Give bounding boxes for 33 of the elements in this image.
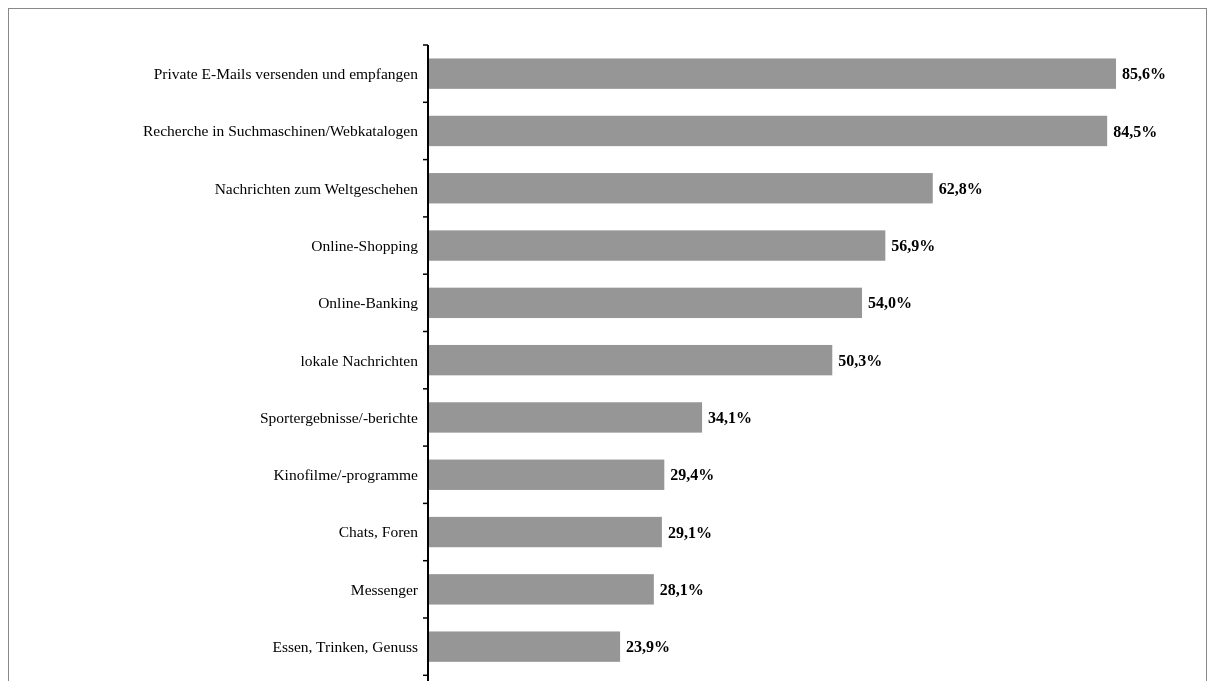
data-label: 34,1% [708,409,753,427]
bar [428,173,933,204]
y-tick-label: Kinofilme/-programme [273,466,419,484]
y-tick-label: lokale Nachrichten [300,351,419,369]
data-label: 29,4% [670,466,715,484]
bar [428,459,665,490]
bar [428,574,654,605]
bar [428,230,886,261]
y-tick-label: Online-Shopping [311,236,419,254]
y-tick-label: Essen, Trinken, Genuss [272,638,418,656]
y-tick-label: Nachrichten zum Weltgeschehen [214,179,419,197]
data-label: 62,8% [938,179,983,197]
bar [428,402,703,433]
data-label: 54,0% [868,294,913,312]
y-tick-label: Recherche in Suchmaschinen/Webkatalogen [142,122,419,140]
y-tick-label: Private E-Mails versenden und empfangen [153,65,419,83]
y-tick-label: Chats, Foren [338,523,419,541]
data-label: 85,6% [1122,65,1166,83]
bar [428,631,621,662]
y-tick-label: Online-Banking [318,294,419,312]
bar [428,58,1116,89]
bar [428,287,863,319]
data-label: 23,9% [626,638,671,656]
data-label: 56,9% [891,237,936,255]
y-tick-label: Sportergebnisse/-berichte [259,408,419,426]
data-label: 29,1% [667,523,712,541]
data-label: 84,5% [1113,122,1158,140]
data-label: 50,3% [838,351,883,369]
bar [428,115,1108,147]
bar [428,344,833,376]
bar [428,516,662,548]
data-label: 28,1% [659,580,704,598]
y-tick-label: Messenger [350,580,419,598]
